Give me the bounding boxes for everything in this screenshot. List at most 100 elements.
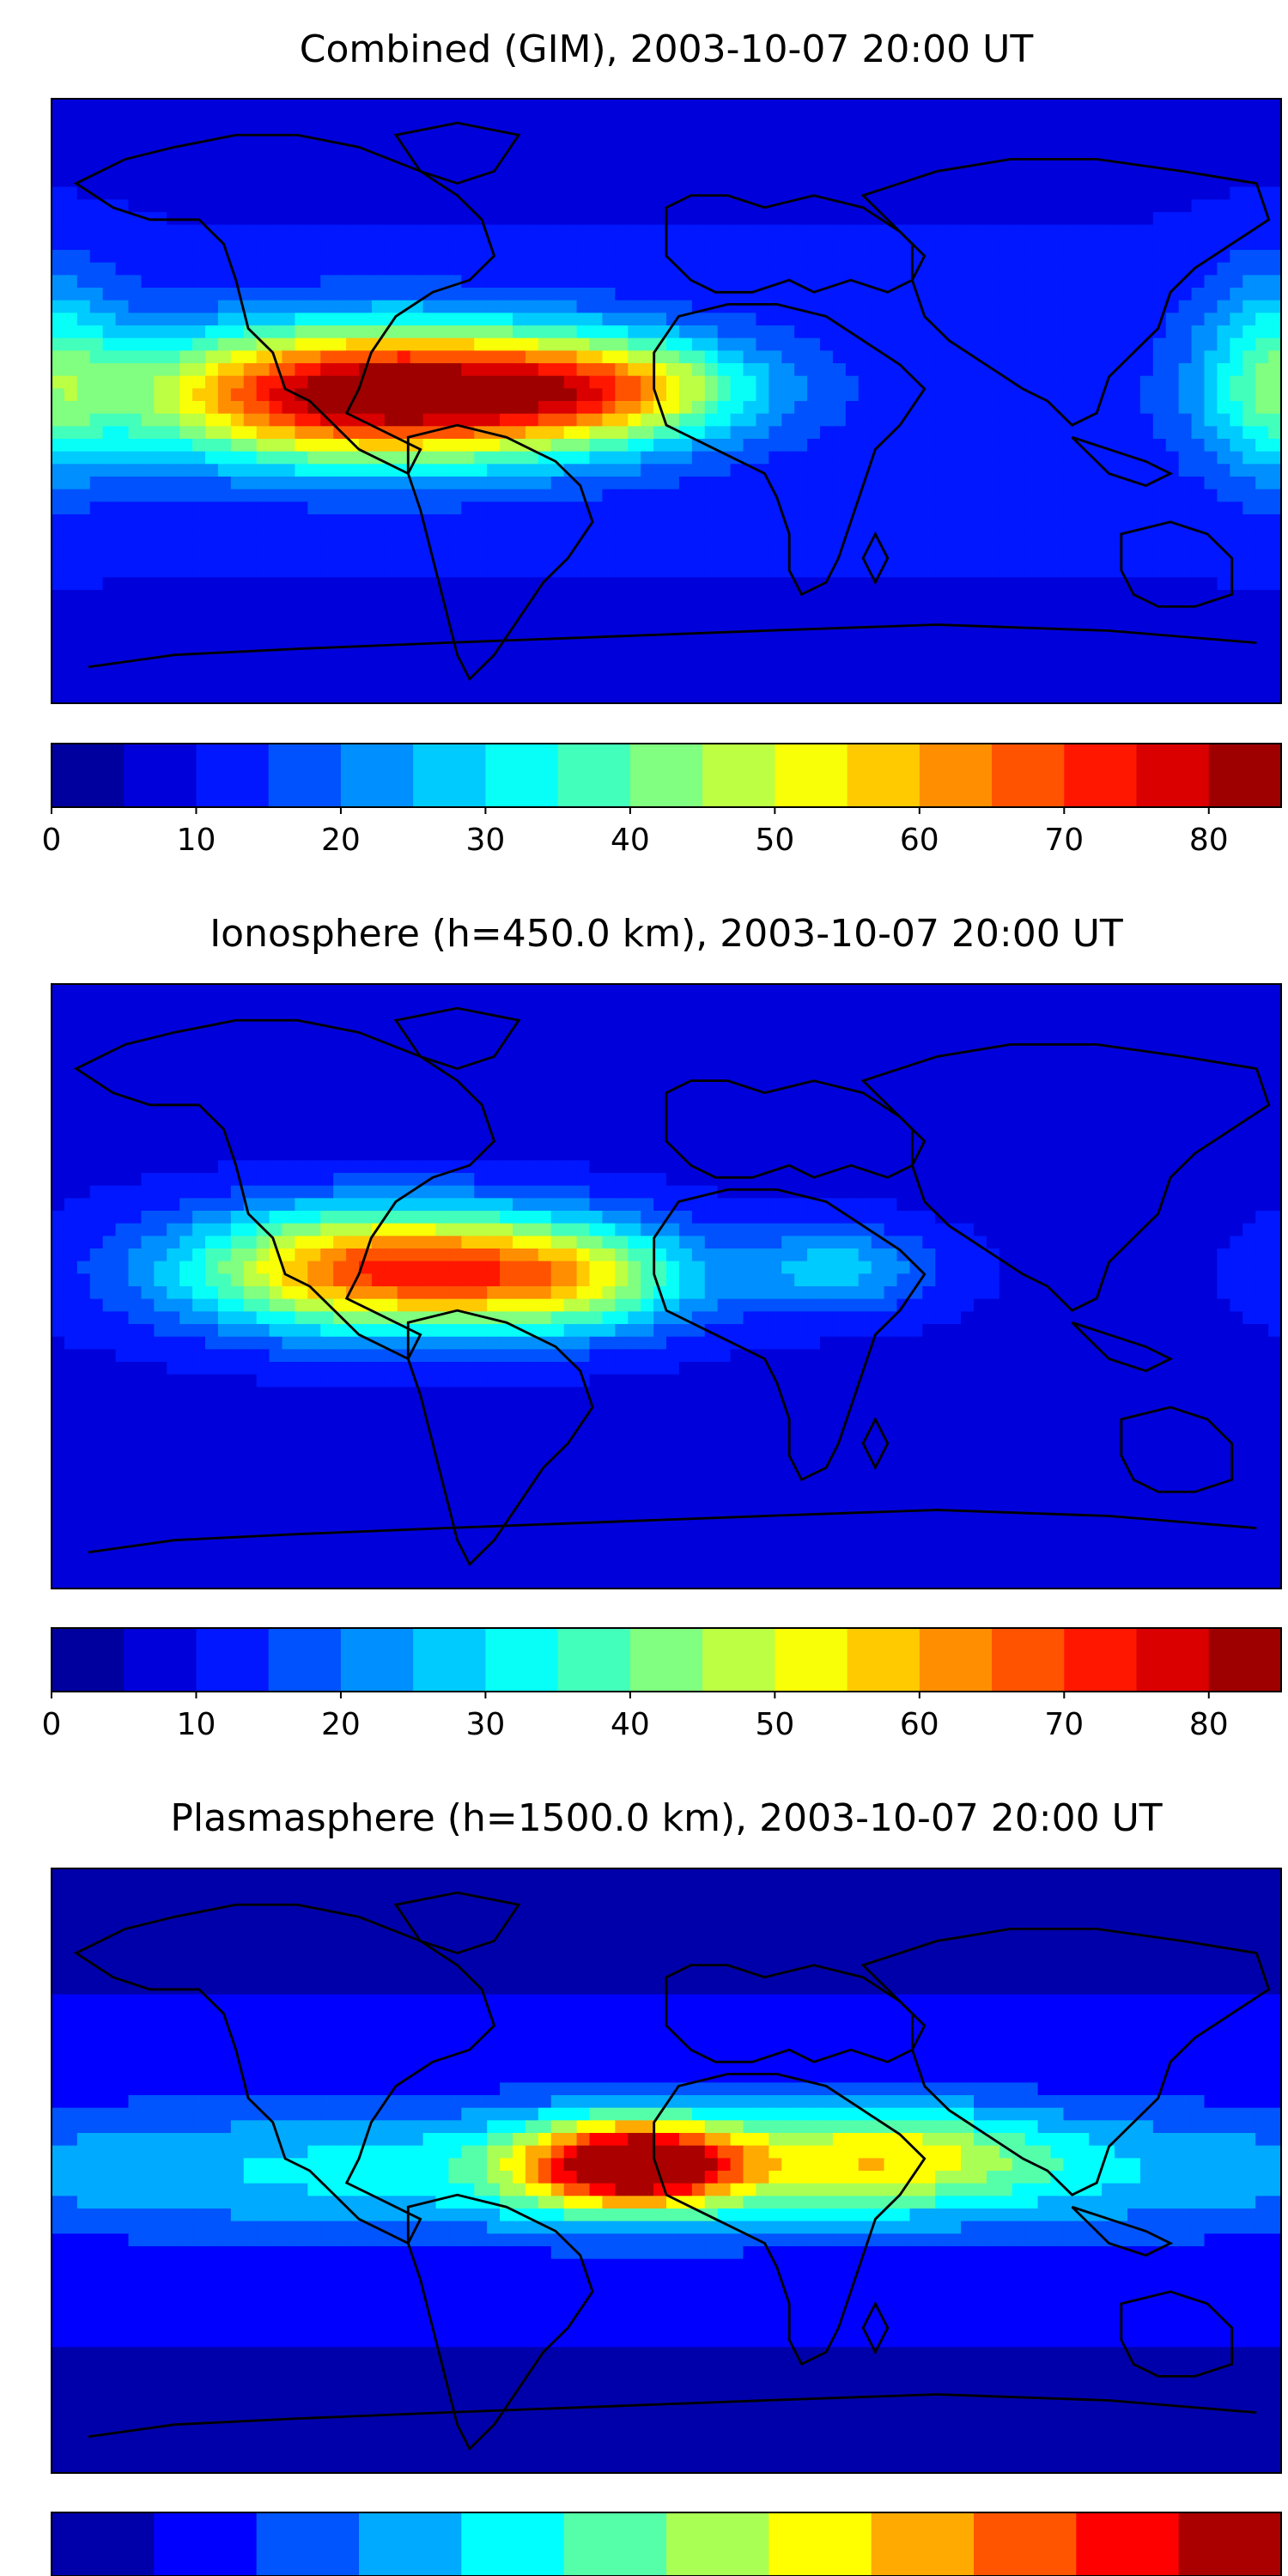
heat-cell [307,489,321,502]
heat-cell [1255,363,1269,377]
heat-cell [576,439,591,453]
heat-cell [320,275,334,289]
heat-cell [192,124,206,137]
heat-cell [205,401,219,415]
heat-cell [832,149,847,162]
heat-cell [1217,186,1230,200]
heat-cell [461,552,475,566]
heat-cell [1037,552,1052,566]
heat-cell [1204,501,1218,515]
heat-cell [807,477,821,490]
heat-cell [1127,602,1141,616]
heat-cell [845,149,860,162]
heat-cell [461,653,475,666]
heat-cell [384,99,398,112]
heat-cell [1178,388,1193,402]
heat-cell [205,161,219,175]
heat-cell [1127,149,1141,162]
heat-cell [948,124,962,137]
heat-cell [1089,451,1103,465]
heat-cell [691,615,706,629]
heat-cell [871,690,885,704]
heat-cell [935,690,949,704]
heat-cell [500,665,513,679]
heat-cell [1089,212,1103,226]
heat-cell [282,464,296,477]
heat-cell [999,325,1013,339]
heat-cell [256,653,270,666]
heat-cell [359,161,373,175]
heat-cell [76,199,91,213]
heat-cell [1115,288,1128,301]
heat-cell [832,439,847,453]
heat-cell [435,337,450,351]
colorbar-segment [268,744,342,807]
heat-cell [269,375,283,389]
heat-cell [243,526,258,540]
heat-cell [743,501,757,515]
heat-cell [807,350,821,364]
heat-cell [333,124,347,137]
heat-cell [1242,375,1256,389]
heat-cell [333,337,347,351]
heat-cell [346,477,360,490]
heat-cell [974,413,987,427]
heat-cell [359,124,373,137]
heat-cell [1050,250,1065,264]
heat-cell [563,288,578,301]
heat-cell [743,1009,757,1023]
heat-cell [1089,615,1103,629]
heat-cell [961,401,975,415]
heat-cell [691,137,706,150]
heat-cell [1230,325,1243,339]
heat-cell [628,677,641,691]
heat-cell [922,451,936,465]
heat-cell [935,149,949,162]
heat-cell [1217,137,1230,150]
heat-cell [678,99,693,112]
heat-cell [602,464,616,477]
heat-cell [320,111,334,125]
heat-cell [641,124,654,137]
heat-cell [922,514,936,528]
heat-cell [295,350,308,364]
heat-cell [986,199,1000,213]
heat-cell [628,426,641,440]
heat-cell [102,590,117,604]
heat-cell [653,275,667,289]
heat-cell [513,426,526,440]
heat-cell [359,111,373,125]
heat-cell [269,313,283,326]
heat-cell [563,388,578,402]
heat-cell [141,539,155,553]
heat-cell [1230,464,1243,477]
heat-cell [500,275,513,289]
heat-cell [948,690,962,704]
heat-cell [1024,124,1039,137]
heat-cell [666,237,680,251]
heat-cell [999,552,1013,566]
heat-cell [1024,628,1039,641]
heat-cell [615,690,629,704]
heat-cell [1165,477,1180,490]
heat-cell [1102,526,1115,540]
heat-cell [845,653,860,666]
heat-cell [871,426,885,440]
heat-cell [961,161,975,175]
heat-cell [896,653,911,666]
heat-cell [448,313,462,326]
heat-cell [371,313,386,326]
heat-cell [115,489,130,502]
heat-cell [935,186,949,200]
heat-cell [359,690,373,704]
heat-cell [1152,363,1167,377]
heat-cell [307,325,321,339]
heat-cell [487,602,501,616]
heat-cell [243,288,258,301]
heat-cell [717,99,732,112]
heat-cell [179,275,193,289]
heat-cell [1255,313,1269,326]
heat-cell [1115,501,1128,515]
heat-cell [525,1022,539,1036]
heat-cell [1191,665,1206,679]
